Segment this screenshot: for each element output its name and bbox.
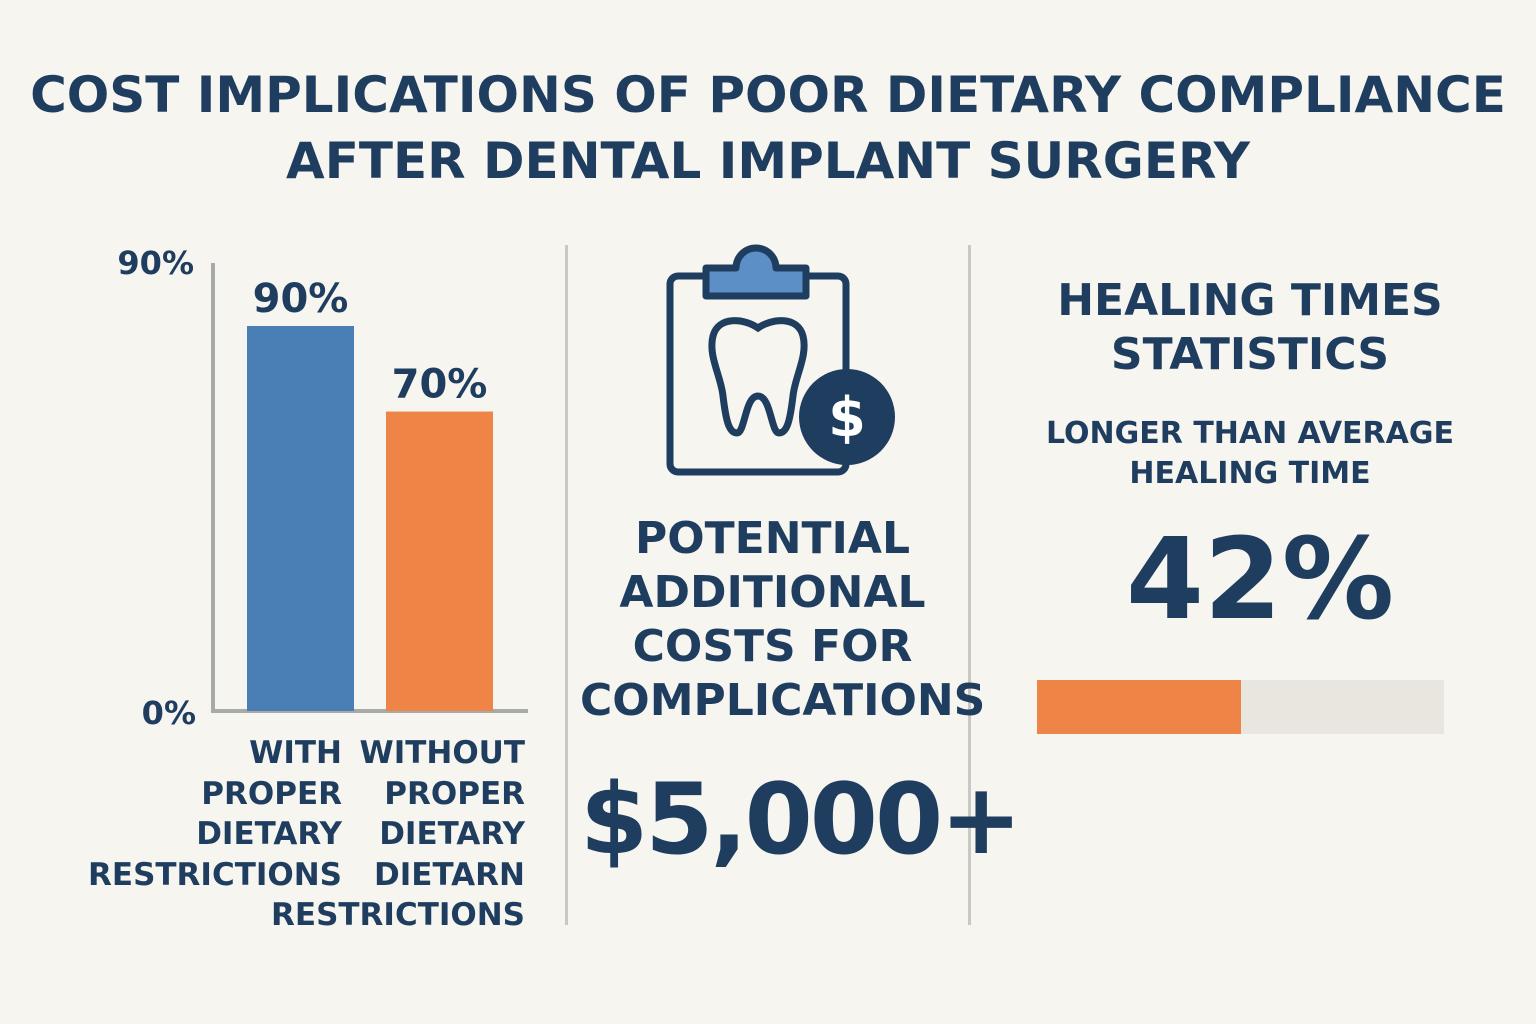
- healing-subheading-line: HEALING TIME: [1129, 456, 1371, 491]
- healing-progress-fill: [1037, 680, 1241, 734]
- y-tick-label: 0%: [142, 694, 196, 730]
- divider: [968, 245, 971, 925]
- category-label-line: WITH: [249, 735, 342, 771]
- category-label-line: DIETARY: [196, 816, 342, 852]
- page-title: COST IMPLICATIONS OF POOR DIETARY COMPLI…: [0, 62, 1536, 194]
- category-label-line: PROPER: [201, 775, 342, 812]
- bar: [386, 411, 493, 711]
- healing-subheading: LONGER THAN AVERAGE HEALING TIME: [1000, 414, 1500, 494]
- costs-amount: $5,000+: [580, 763, 1022, 877]
- bar: [247, 326, 354, 711]
- svg-text:$: $: [828, 386, 866, 449]
- category-label-with: WITH PROPER DIETARY RESTRICTIONS: [80, 733, 342, 895]
- bar-value-label: 70%: [392, 362, 488, 408]
- title-line-2: AFTER DENTAL IMPLANT SURGERY: [286, 132, 1250, 190]
- category-label-line: RESTRICTIONS: [271, 897, 525, 933]
- costs-label-line: ADDITIONAL: [619, 567, 926, 618]
- category-label-without: WITHOUT PROPER DIETARY DIETARN RESTRICTIONS: [260, 733, 525, 936]
- category-label-line: DIETARY: [379, 816, 525, 852]
- healing-percent: 42%: [1125, 515, 1395, 645]
- title-line-1: COST IMPLICATIONS OF POOR DIETARY COMPLI…: [30, 66, 1506, 124]
- category-label-line: WITHOUT: [359, 735, 526, 771]
- healing-progress-bar: [1037, 680, 1444, 734]
- costs-label: POTENTIAL ADDITIONAL COSTS FOR COMPLICAT…: [580, 512, 986, 728]
- y-tick-label: 90%: [117, 244, 194, 282]
- bar-chart: 0% 90% 90% 70%: [117, 244, 528, 730]
- costs-label-line: COSTS FOR: [632, 621, 913, 672]
- healing-heading-line: HEALING TIMES: [1057, 275, 1443, 326]
- costs-label-line: POTENTIAL: [634, 513, 911, 564]
- divider: [565, 245, 568, 925]
- healing-heading: HEALING TIMES STATISTICS: [1000, 274, 1500, 382]
- costs-label-line: COMPLICATIONS: [580, 675, 986, 726]
- category-label-line: RESTRICTIONS: [88, 856, 342, 893]
- category-label-line: PROPER: [384, 775, 525, 812]
- bar-value-label: 90%: [253, 276, 349, 322]
- healing-heading-line: STATISTICS: [1110, 329, 1390, 380]
- healing-subheading-line: LONGER THAN AVERAGE: [1046, 416, 1454, 451]
- clipboard-tooth-dollar-icon: $: [666, 244, 895, 476]
- category-label-line: DIETARN: [374, 856, 525, 893]
